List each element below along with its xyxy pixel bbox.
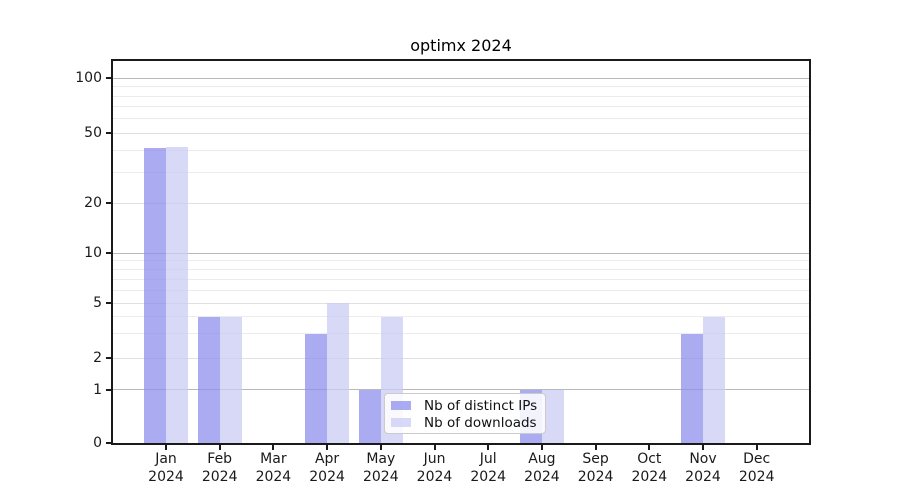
x-tick-may-2024 bbox=[379, 445, 382, 450]
bar-nb-of-downloads-feb-2024 bbox=[219, 316, 242, 443]
gridline-60 bbox=[113, 118, 809, 120]
y-tick-label-0: 0 bbox=[93, 435, 102, 451]
legend-row-downloads: Nb of downloads bbox=[391, 414, 539, 431]
bar-nb-of-downloads-apr-2024 bbox=[327, 303, 350, 443]
y-tick-label-10: 10 bbox=[84, 245, 102, 262]
gridline-50 bbox=[113, 132, 809, 134]
y-tick-20 bbox=[106, 202, 111, 205]
y-tick-50 bbox=[106, 132, 111, 135]
gridline-6 bbox=[113, 289, 809, 291]
gridline-10 bbox=[113, 252, 809, 254]
x-tick-label-dec-2024: Dec 2024 bbox=[738, 451, 775, 485]
plot-area bbox=[111, 59, 811, 445]
legend-label-downloads: Nb of downloads bbox=[424, 414, 537, 431]
y-tick-label-5: 5 bbox=[93, 295, 102, 312]
x-tick-jul-2024 bbox=[487, 445, 490, 450]
x-tick-feb-2024 bbox=[218, 445, 221, 450]
x-tick-label-nov-2024: Nov 2024 bbox=[685, 451, 721, 485]
gridline-2 bbox=[113, 357, 809, 359]
y-tick-label-2: 2 bbox=[93, 350, 102, 367]
bar-nb-of-distinct-ips-nov-2024 bbox=[681, 333, 703, 443]
y-tick-label-100: 100 bbox=[75, 70, 102, 87]
gridline-80 bbox=[113, 95, 809, 97]
y-tick-10 bbox=[106, 252, 111, 255]
x-tick-label-may-2024: May 2024 bbox=[362, 451, 399, 485]
x-tick-sep-2024 bbox=[594, 445, 597, 450]
x-tick-label-jun-2024: Jun 2024 bbox=[416, 451, 453, 485]
bar-nb-of-downloads-nov-2024 bbox=[703, 316, 725, 443]
gridline-8 bbox=[113, 268, 809, 270]
legend-row-distinct-ips: Nb of distinct IPs bbox=[391, 397, 539, 414]
x-tick-label-jan-2024: Jan 2024 bbox=[148, 451, 184, 485]
legend-swatch-downloads-icon bbox=[391, 418, 411, 427]
y-tick-1 bbox=[106, 388, 111, 391]
x-tick-jun-2024 bbox=[433, 445, 436, 450]
y-tick-2 bbox=[106, 357, 111, 360]
x-tick-label-apr-2024: Apr 2024 bbox=[309, 451, 345, 485]
legend: Nb of distinct IPs Nb of downloads bbox=[384, 393, 546, 434]
gridline-9 bbox=[113, 260, 809, 262]
gridline-4 bbox=[113, 316, 809, 318]
x-tick-jan-2024 bbox=[165, 445, 167, 450]
y-tick-100 bbox=[106, 77, 111, 80]
x-tick-apr-2024 bbox=[326, 445, 329, 450]
chart-title: optimx 2024 bbox=[410, 36, 512, 55]
x-tick-label-sep-2024: Sep 2024 bbox=[577, 451, 614, 485]
bar-nb-of-distinct-ips-jan-2024 bbox=[144, 148, 166, 443]
bar-nb-of-distinct-ips-apr-2024 bbox=[305, 333, 328, 443]
gridline-90 bbox=[113, 86, 809, 88]
x-tick-label-oct-2024: Oct 2024 bbox=[631, 451, 668, 485]
x-tick-nov-2024 bbox=[702, 445, 704, 450]
bar-nb-of-distinct-ips-feb-2024 bbox=[197, 316, 220, 443]
bar-nb-of-downloads-aug-2024 bbox=[541, 389, 564, 443]
gridline-7 bbox=[113, 278, 809, 280]
legend-swatch-distinct-ips-icon bbox=[391, 401, 411, 410]
x-tick-label-aug-2024: Aug 2024 bbox=[524, 451, 560, 485]
gridline-20 bbox=[113, 202, 809, 204]
y-tick-label-20: 20 bbox=[84, 195, 102, 212]
x-tick-oct-2024 bbox=[648, 445, 651, 450]
bar-nb-of-distinct-ips-may-2024 bbox=[358, 389, 381, 443]
y-tick-5 bbox=[106, 302, 111, 305]
y-tick-label-50: 50 bbox=[84, 125, 102, 142]
gridline-1 bbox=[113, 389, 809, 390]
y-tick-label-1: 1 bbox=[93, 381, 102, 398]
x-tick-aug-2024 bbox=[540, 445, 543, 450]
gridline-70 bbox=[113, 106, 809, 108]
x-tick-label-jul-2024: Jul 2024 bbox=[470, 451, 506, 485]
gridline-100 bbox=[113, 77, 809, 79]
x-tick-mar-2024 bbox=[272, 445, 275, 450]
legend-label-distinct-ips: Nb of distinct IPs bbox=[424, 397, 538, 414]
gridline-30 bbox=[113, 171, 809, 173]
gridline-3 bbox=[113, 333, 809, 335]
x-tick-label-feb-2024: Feb 2024 bbox=[201, 451, 238, 485]
x-tick-dec-2024 bbox=[755, 445, 758, 450]
bar-nb-of-downloads-jan-2024 bbox=[166, 146, 188, 443]
gridline-5 bbox=[113, 302, 809, 304]
y-tick-0 bbox=[106, 442, 111, 444]
x-tick-label-mar-2024: Mar 2024 bbox=[255, 451, 292, 485]
gridline-40 bbox=[113, 149, 809, 151]
